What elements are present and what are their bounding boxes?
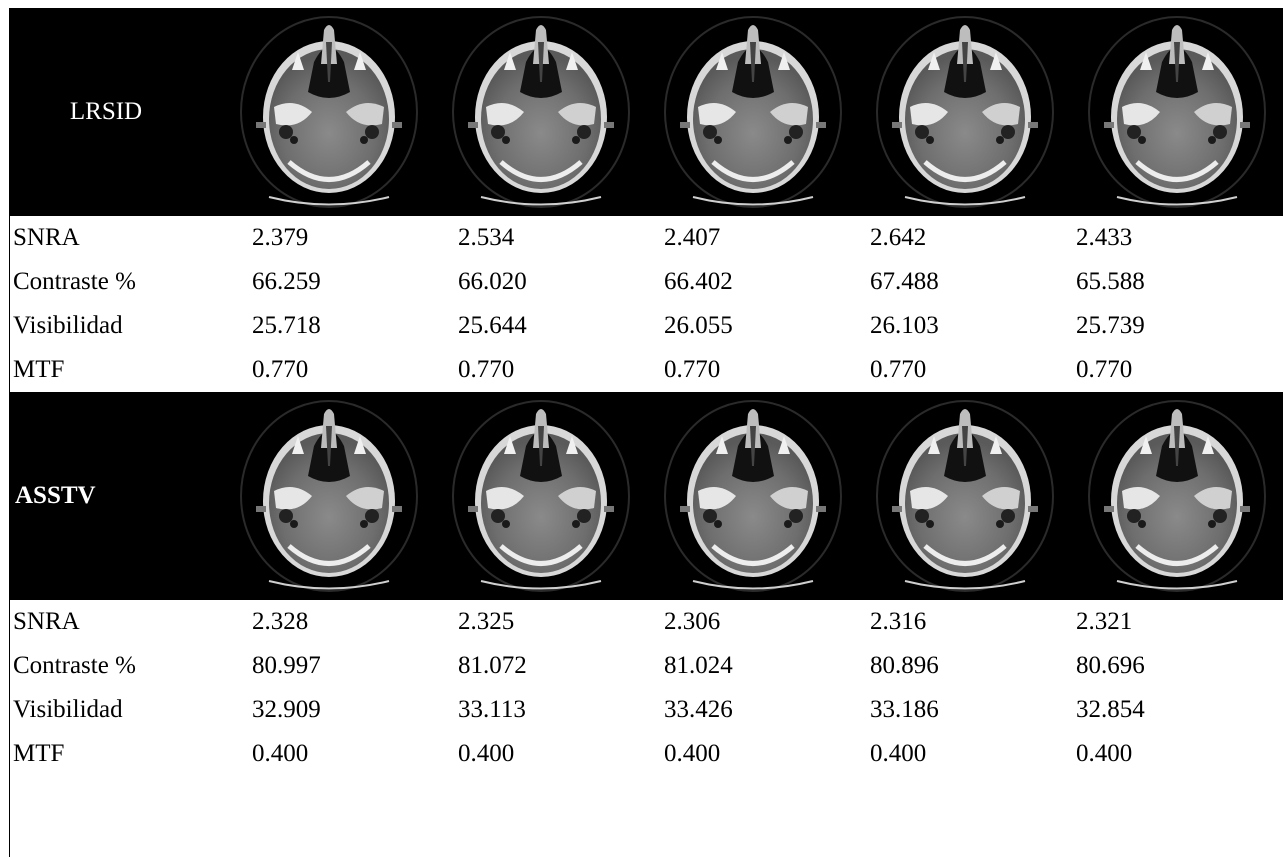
table-cell: 0.770 <box>252 356 309 383</box>
ct-scan-image <box>647 8 859 216</box>
method-label-lrsid: LRSID <box>69 98 143 125</box>
table-cell: 0.770 <box>1076 356 1133 383</box>
row-label: SNRA <box>13 608 80 635</box>
table-cell: 26.103 <box>870 312 939 339</box>
image-row-asstv: ASSTV <box>9 392 1283 600</box>
table-row-mtf: MTF 0.770 0.770 0.770 0.770 0.770 <box>9 348 1283 392</box>
table-cell: 0.400 <box>664 740 721 767</box>
table-cell: 0.400 <box>1076 740 1133 767</box>
row-label: SNRA <box>13 224 80 251</box>
table-cell: 2.328 <box>252 608 309 635</box>
table-cell: 80.997 <box>252 652 321 679</box>
table-cell: 25.644 <box>458 312 527 339</box>
table-row-contraste: Contraste % 66.259 66.020 66.402 67.488 … <box>9 260 1283 304</box>
table-cell: 66.259 <box>252 268 321 295</box>
table-cell: 80.696 <box>1076 652 1145 679</box>
row-label: MTF <box>13 356 65 383</box>
table-cell: 33.113 <box>458 696 526 723</box>
table-cell: 25.739 <box>1076 312 1145 339</box>
table-cell: 33.426 <box>664 696 733 723</box>
table-cell: 25.718 <box>252 312 321 339</box>
ct-scan-image <box>435 392 647 600</box>
table-row-snra: SNRA 2.328 2.325 2.306 2.316 2.321 <box>9 600 1283 644</box>
table-cell: 32.854 <box>1076 696 1145 723</box>
row-label: Visibilidad <box>13 696 123 723</box>
row-label: Contraste % <box>13 268 136 295</box>
table-cell: 2.407 <box>664 224 721 251</box>
table-cell: 2.642 <box>870 224 927 251</box>
table-cell: 33.186 <box>870 696 939 723</box>
method-label-asstv: ASSTV <box>15 482 96 509</box>
table-cell: 67.488 <box>870 268 939 295</box>
row-label: Contraste % <box>13 652 136 679</box>
row-label: Visibilidad <box>13 312 123 339</box>
ct-scan-image <box>1071 8 1283 216</box>
table-cell: 2.325 <box>458 608 515 635</box>
table-row-visibilidad: Visibilidad 32.909 33.113 33.426 33.186 … <box>9 688 1283 732</box>
ct-scan-image <box>859 392 1071 600</box>
table-cell: 0.770 <box>458 356 515 383</box>
table-cell: 0.770 <box>664 356 721 383</box>
table-row-snra: SNRA 2.379 2.534 2.407 2.642 2.433 <box>9 216 1283 260</box>
table-cell: 2.379 <box>252 224 309 251</box>
table-cell: 0.400 <box>870 740 927 767</box>
table-cell: 32.909 <box>252 696 321 723</box>
image-row-lrsid: LRSID <box>9 8 1283 216</box>
table-cell: 2.316 <box>870 608 927 635</box>
results-table: LRSID SNRA 2.379 2.534 2.407 2.642 2.433… <box>9 8 1283 776</box>
table-cell: 0.400 <box>252 740 309 767</box>
table-cell: 2.433 <box>1076 224 1133 251</box>
table-cell: 66.402 <box>664 268 733 295</box>
row-label: MTF <box>13 740 65 767</box>
table-cell: 80.896 <box>870 652 939 679</box>
table-cell: 81.024 <box>664 652 733 679</box>
table-cell: 66.020 <box>458 268 527 295</box>
ct-scan-image <box>647 392 859 600</box>
table-cell: 81.072 <box>458 652 527 679</box>
ct-scan-image <box>223 392 435 600</box>
table-cell: 65.588 <box>1076 268 1145 295</box>
table-cell: 2.321 <box>1076 608 1133 635</box>
table-row-mtf: MTF 0.400 0.400 0.400 0.400 0.400 <box>9 732 1283 776</box>
table-cell: 0.770 <box>870 356 927 383</box>
ct-scan-image <box>223 8 435 216</box>
table-cell: 2.534 <box>458 224 515 251</box>
ct-scan-image <box>1071 392 1283 600</box>
table-row-contraste: Contraste % 80.997 81.072 81.024 80.896 … <box>9 644 1283 688</box>
ct-scan-image <box>859 8 1071 216</box>
table-cell: 26.055 <box>664 312 733 339</box>
ct-scan-image <box>435 8 647 216</box>
table-cell: 0.400 <box>458 740 515 767</box>
table-cell: 2.306 <box>664 608 721 635</box>
table-row-visibilidad: Visibilidad 25.718 25.644 26.055 26.103 … <box>9 304 1283 348</box>
